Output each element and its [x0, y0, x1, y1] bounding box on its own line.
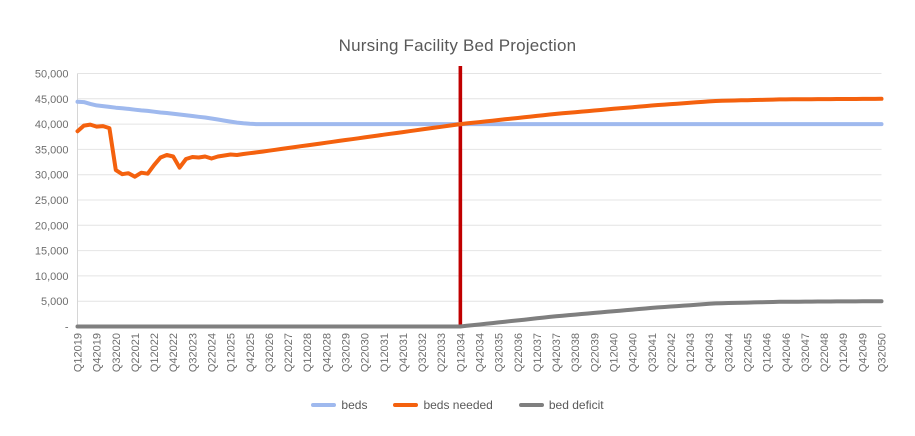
legend-item-beds: beds: [311, 398, 367, 412]
y-tick-label: 45,000: [35, 94, 69, 106]
y-tick-label: 35,000: [35, 144, 69, 156]
x-tick-label: Q32029: [341, 333, 353, 372]
legend-label-beds-needed: beds needed: [423, 398, 493, 412]
x-tick-label: Q12037: [532, 333, 544, 372]
x-tick-label: Q22039: [589, 333, 601, 372]
x-tick-label: Q42025: [245, 333, 257, 372]
x-tick-label: Q32032: [417, 333, 429, 372]
x-tick-label: Q32026: [264, 333, 276, 372]
x-tick-label: Q12046: [762, 333, 774, 372]
y-tick-label: 40,000: [35, 119, 69, 131]
y-tick-label: 50,000: [35, 69, 69, 81]
y-tick-label: 20,000: [35, 220, 69, 232]
x-tick-label: Q42019: [92, 333, 104, 372]
x-tick-label: Q22024: [207, 333, 219, 372]
x-tick-label: Q22030: [360, 333, 372, 372]
x-tick-label: Q32020: [111, 333, 123, 372]
chart-legend: beds beds needed bed deficit: [0, 397, 915, 413]
x-tick-label: Q12025: [226, 333, 238, 372]
x-tick-label: Q32050: [877, 333, 889, 372]
x-tick-label: Q12034: [455, 333, 467, 372]
legend-item-bed-deficit: bed deficit: [518, 398, 604, 412]
x-tick-label: Q12028: [302, 333, 314, 372]
x-tick-label: Q32047: [800, 333, 812, 372]
chart-title: Nursing Facility Bed Projection: [338, 36, 577, 55]
x-tick-label: Q22048: [819, 333, 831, 372]
x-tick-label: Q42043: [704, 333, 716, 372]
bed-deficit-swatch-icon: [518, 403, 544, 407]
x-tick-label: Q22045: [743, 333, 755, 372]
y-tick-label: 15,000: [35, 246, 69, 258]
x-tick-label: Q42028: [321, 333, 333, 372]
x-tick-label: Q42031: [398, 333, 410, 372]
beds-needed-swatch-icon: [393, 403, 419, 407]
bed-deficit-line: [75, 299, 884, 329]
y-tick-label: 25,000: [35, 195, 69, 207]
x-tick-label: Q22021: [130, 333, 142, 372]
y-tick-label: -: [65, 322, 69, 334]
x-tick-label: Q42046: [781, 333, 793, 372]
x-tick-label: Q22036: [513, 333, 525, 372]
legend-item-beds-needed: beds needed: [393, 398, 493, 412]
x-tick-label: Q22033: [436, 333, 448, 372]
x-tick-label: Q12031: [379, 333, 391, 372]
y-tick-label: 5,000: [41, 296, 69, 308]
legend-label-beds: beds: [341, 398, 368, 412]
x-tick-label: Q32023: [187, 333, 199, 372]
x-tick-label: Q32044: [723, 333, 735, 372]
x-tick-label: Q42022: [168, 333, 180, 372]
x-tick-label: Q12022: [149, 333, 161, 372]
beds-needed-line: [75, 96, 884, 179]
y-tick-label: 30,000: [35, 170, 69, 182]
x-tick-label: Q42034: [475, 333, 487, 372]
x-tick-label: Q12043: [685, 333, 697, 372]
x-tick-label: Q22042: [666, 333, 678, 372]
x-tick-label: Q12019: [73, 333, 85, 372]
x-tick-label: Q12040: [609, 333, 621, 372]
y-tick-label: 10,000: [35, 271, 69, 283]
x-tick-label: Q32041: [647, 333, 659, 372]
x-tick-label: Q32038: [570, 333, 582, 372]
legend-label-bed-deficit: bed deficit: [548, 398, 604, 412]
x-tick-label: Q22027: [283, 333, 295, 372]
x-tick-label: Q42040: [628, 333, 640, 372]
x-tick-label: Q42037: [551, 333, 563, 372]
x-tick-label: Q42049: [857, 333, 869, 372]
x-tick-label: Q12049: [838, 333, 850, 372]
x-tick-label: Q32035: [494, 333, 506, 372]
beds-swatch-icon: [311, 403, 337, 407]
